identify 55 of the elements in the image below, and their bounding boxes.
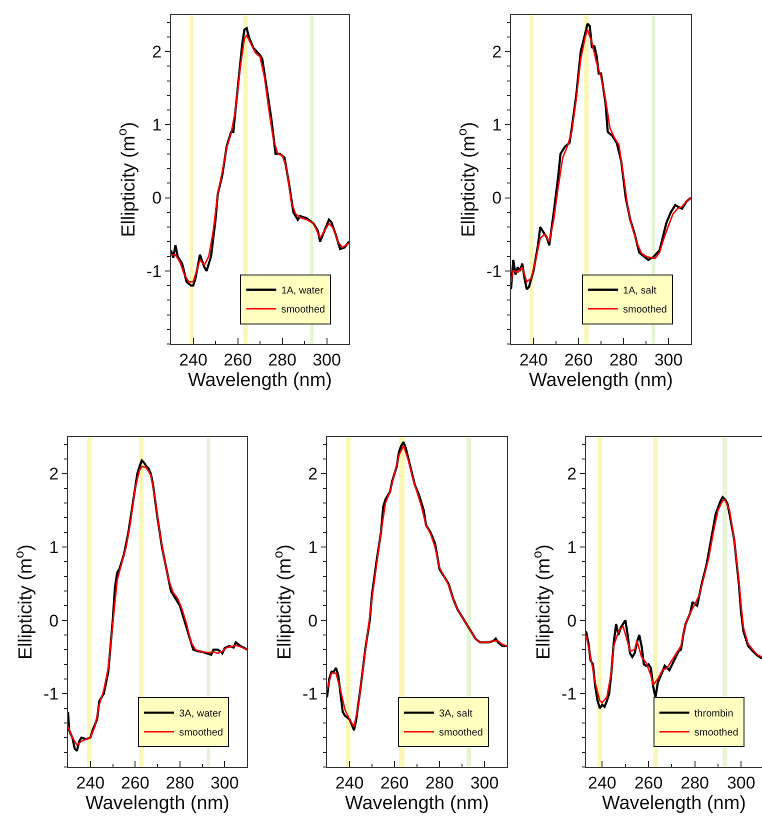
- y-tick-label: 0: [152, 188, 162, 208]
- legend-label: smoothed: [179, 728, 224, 739]
- legend-label: 3A, salt: [439, 708, 473, 720]
- y-tick-label: 0: [308, 611, 318, 630]
- legend-label: smoothed: [623, 304, 667, 316]
- x-tick-label: 280: [609, 350, 638, 370]
- x-axis-title: Wavelength (nm): [86, 793, 230, 814]
- legend-label: smoothed: [439, 728, 483, 739]
- legend-label: smoothed: [281, 304, 326, 316]
- y-tick-label: -1: [561, 684, 577, 704]
- x-axis-title: Wavelength (nm): [602, 793, 746, 814]
- legend-label: smoothed: [694, 728, 738, 739]
- x-tick-label: 300: [470, 773, 499, 792]
- x-tick-label: 300: [726, 773, 756, 792]
- y-tick-label: -1: [146, 262, 162, 281]
- x-axis-title: Wavelength (nm): [188, 370, 332, 392]
- y-tick-label: -1: [43, 684, 59, 704]
- x-tick-label: 260: [380, 773, 409, 792]
- legend-label: 1A, water: [281, 286, 324, 297]
- x-tick-label: 300: [210, 773, 239, 792]
- y-tick-label: 0: [49, 611, 59, 630]
- x-tick-label: 260: [564, 350, 593, 370]
- x-axis-title: Wavelength (nm): [529, 370, 673, 392]
- y-tick-label: 2: [308, 464, 318, 484]
- x-tick-label: 240: [179, 350, 208, 370]
- y-tick-label: 0: [492, 188, 502, 208]
- y-tick-label: 1: [567, 538, 577, 557]
- x-tick-label: 240: [335, 773, 364, 792]
- y-tick-label: 1: [308, 538, 318, 557]
- y-tick-label: 1: [152, 116, 162, 135]
- x-tick-label: 300: [312, 350, 341, 370]
- x-tick-label: 280: [268, 350, 296, 370]
- x-tick-label: 260: [224, 350, 252, 370]
- legend-label: 3A, water: [179, 708, 222, 720]
- x-tick-label: 240: [588, 773, 616, 792]
- y-tick-label: 0: [567, 611, 577, 630]
- legend-label: thrombin: [694, 708, 734, 720]
- x-tick-label: 240: [76, 773, 105, 792]
- x-tick-label: 300: [654, 350, 683, 370]
- x-tick-label: 280: [425, 773, 454, 792]
- y-tick-label: 1: [492, 116, 502, 135]
- x-tick-label: 260: [120, 773, 150, 792]
- y-tick-label: -1: [302, 684, 318, 704]
- x-axis-title: Wavelength (nm): [345, 793, 489, 814]
- x-tick-label: 260: [634, 773, 663, 792]
- x-tick-label: 240: [519, 350, 548, 370]
- y-tick-label: 2: [567, 464, 577, 484]
- y-tick-label: 2: [152, 42, 162, 62]
- y-tick-label: 1: [49, 538, 59, 557]
- y-tick-label: 2: [492, 42, 502, 62]
- legend-label: 1A, salt: [623, 286, 657, 297]
- y-tick-label: 2: [49, 464, 59, 484]
- y-tick-label: -1: [486, 262, 502, 281]
- x-tick-label: 280: [680, 773, 710, 792]
- x-tick-label: 280: [166, 773, 194, 792]
